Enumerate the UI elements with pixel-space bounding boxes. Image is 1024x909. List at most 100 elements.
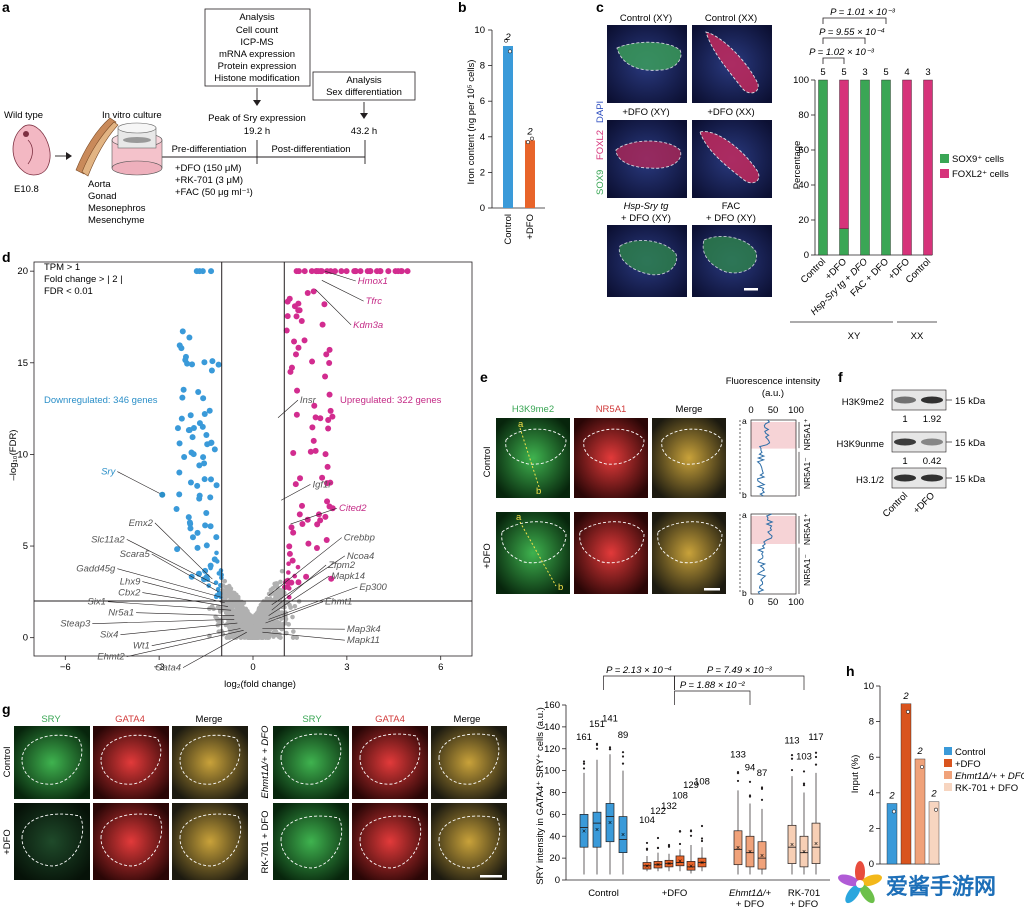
d-gene-point <box>264 596 270 602</box>
c-bar-segment <box>818 79 828 256</box>
g-n-label: 117 <box>808 732 823 743</box>
e-profile-frame <box>750 419 797 497</box>
d-gene-point <box>213 614 218 620</box>
g-n-label: 108 <box>672 791 688 802</box>
g-outlier <box>689 834 693 837</box>
c-pvalue: P = 9.55 × 10⁻⁴ <box>819 27 885 38</box>
c-n-label: 3 <box>925 67 930 78</box>
d-gene-point <box>291 629 296 634</box>
tissue-aorta: Aorta <box>88 179 111 190</box>
c-gonad-outline <box>618 240 678 276</box>
e-outline <box>579 521 645 564</box>
d-gene-point <box>234 597 240 603</box>
d-down-gene-point <box>202 567 209 574</box>
d-xlabel: log₂(fold change) <box>224 679 296 690</box>
arrow-head <box>253 100 261 106</box>
h-legend-label: Ehmt1Δ/+ + DFO <box>955 771 1024 782</box>
g-outlier <box>790 757 794 760</box>
arrow-head-2 <box>360 113 368 119</box>
d-gene-leader <box>151 553 219 593</box>
d-up-gene-point <box>329 413 336 420</box>
e-col-title: H3K9me2 <box>512 404 554 415</box>
d-up-gene-point <box>301 337 308 344</box>
g-mean-mark: × <box>678 858 682 865</box>
d-gene-point <box>277 631 282 637</box>
d-up-gene-point <box>395 268 402 275</box>
e-profile-tick: 0 <box>748 405 753 416</box>
g-outlier <box>608 746 612 749</box>
d-gene-point <box>267 605 273 611</box>
c-bar-segment <box>860 79 870 256</box>
b-ytick-label: 2 <box>480 167 485 178</box>
h-bar <box>900 703 912 865</box>
d-gene-label: Lhx9 <box>120 577 141 588</box>
e-micrograph <box>652 418 726 498</box>
d-down-gene-point <box>176 469 183 476</box>
g-mean-mark: × <box>667 861 671 868</box>
d-ytick-label: 5 <box>23 541 28 552</box>
d-down-gene-point <box>189 534 196 541</box>
d-up-gene-point <box>343 268 350 275</box>
g-outlier <box>814 755 818 759</box>
b-ytick-label: 0 <box>480 203 485 214</box>
c-n-label: 3 <box>862 67 867 78</box>
d-gene-leader <box>120 622 238 635</box>
c-bar-segment <box>839 79 849 229</box>
c-ytick-label: 80 <box>798 110 809 121</box>
d-gene-label: Mapk14 <box>331 571 365 582</box>
e-profile-trace <box>756 419 771 497</box>
d-gene-label: Steap3 <box>60 619 91 630</box>
e-micrograph <box>652 512 726 594</box>
panel-h: h Input (%) 0 2 4 6 8 10 2 2 2 2 Control+DFOEhmt1Δ… <box>846 663 1024 870</box>
arrow-head <box>66 152 72 160</box>
d-down-gene-point <box>196 268 203 275</box>
d-gene-leader <box>281 484 311 501</box>
g-outlier <box>645 847 649 850</box>
d-criteria: TPM > 1 <box>44 262 80 273</box>
d-down-gene-point <box>203 542 210 549</box>
c-image-title: +DFO (XX) <box>707 107 754 118</box>
e-outline <box>583 428 645 465</box>
d-up-gene-point <box>325 425 332 432</box>
d-gene-point <box>242 616 247 622</box>
h-point <box>920 765 924 769</box>
g-row-label: Ehmt1Δ/+ + DFO <box>260 725 271 799</box>
g-ytick-label: 160 <box>544 700 560 711</box>
c-bar-segment <box>881 79 891 256</box>
d-up-gene-point <box>373 268 380 275</box>
d-gene-point <box>259 635 265 640</box>
d-gene-leader <box>92 619 235 624</box>
d-down-gene-point <box>181 453 188 460</box>
d-gene-leader <box>324 270 356 282</box>
g-mean-mark: × <box>656 862 660 869</box>
d-gene-leader <box>117 568 222 598</box>
analysis2-title: Analysis <box>346 75 382 86</box>
e-outline <box>505 428 567 465</box>
b-point <box>508 49 512 54</box>
d-up-gene-point <box>327 407 334 414</box>
g-outlier <box>582 760 586 763</box>
d-down-gene-point <box>213 534 220 541</box>
panel-g: g SRY GATA4 Merge SRY GATA4 Merge Contro… <box>2 665 830 909</box>
g-mean-mark: × <box>748 849 752 856</box>
d-gene-label: Map3k4 <box>347 624 381 635</box>
d-down-gene-point <box>211 446 218 453</box>
d-gene-point <box>215 586 221 592</box>
d-up-gene-point <box>351 268 358 275</box>
g-outlier <box>678 830 682 833</box>
d-gene-leader <box>271 564 327 611</box>
g-group-label: Ehmt1Δ/+ <box>729 888 771 899</box>
h-bar <box>928 801 940 865</box>
g-ylabel: SRY intensity in GATA4⁺ SRY⁺ cells (a.u.… <box>535 707 546 885</box>
d-up-gene-point <box>296 511 303 518</box>
g-pvalue: P = 1.88 × 10⁻² <box>680 680 746 691</box>
d-up-gene-point <box>295 307 302 314</box>
g-outlier <box>790 768 794 772</box>
d-gene-leader <box>290 507 338 525</box>
g-outlier <box>814 751 818 754</box>
d-down-gene-point <box>189 434 196 441</box>
d-up-gene-point <box>284 313 291 320</box>
g-ytick-label: 0 <box>555 875 560 886</box>
d-gene-point <box>225 601 231 606</box>
pre-differentiation: Pre-differentiation <box>172 144 247 155</box>
